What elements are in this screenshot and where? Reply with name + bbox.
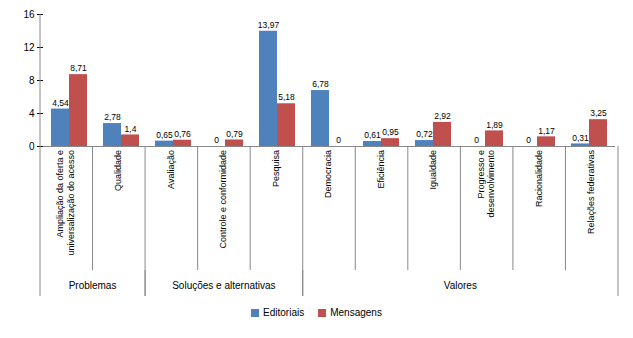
svg-text:Relações federativas: Relações federativas (586, 150, 596, 235)
svg-text:4: 4 (29, 108, 35, 119)
svg-text:Eficiência: Eficiência (376, 150, 386, 189)
svg-text:Ampliação da oferta e: Ampliação da oferta e (55, 150, 65, 238)
html-text:Mensagens: Mensagens (330, 307, 382, 318)
svg-text:8: 8 (29, 75, 35, 86)
svg-text:0: 0 (526, 135, 531, 145)
svg-text:0,72: 0,72 (416, 129, 433, 139)
svg-text:desenvolvimento: desenvolvimento (486, 150, 496, 218)
svg-text:Qualidade: Qualidade (113, 150, 123, 191)
svg-text:Progresso e: Progresso e (476, 150, 486, 199)
svg-text:0,95: 0,95 (382, 127, 399, 137)
svg-text:4,54: 4,54 (52, 98, 69, 108)
svg-text:1,89: 1,89 (486, 120, 503, 130)
svg-text:0,65: 0,65 (156, 130, 173, 140)
svg-text:5,18: 5,18 (278, 92, 295, 102)
svg-text:0: 0 (214, 135, 219, 145)
svg-text:2,78: 2,78 (104, 112, 121, 122)
svg-text:0,31: 0,31 (572, 133, 589, 143)
svg-text:Avaliação: Avaliação (166, 150, 176, 189)
svg-text:Democracia: Democracia (323, 150, 333, 198)
svg-text:Controle e conformidade: Controle e conformidade (218, 150, 228, 249)
svg-text:Pesquisa: Pesquisa (271, 150, 281, 187)
svg-text:0,76: 0,76 (174, 129, 191, 139)
svg-text:13,97: 13,97 (258, 20, 280, 30)
svg-text:8,71: 8,71 (70, 63, 87, 73)
svg-text:0,61: 0,61 (364, 130, 381, 140)
svg-text:Igualdade: Igualdade (428, 150, 438, 190)
svg-text:0,79: 0,79 (226, 129, 243, 139)
svg-text:6,78: 6,78 (312, 79, 329, 89)
svg-text:universalização do acesso: universalização do acesso (66, 150, 76, 256)
svg-text:0: 0 (474, 135, 479, 145)
svg-text:Problemas: Problemas (69, 280, 117, 291)
svg-text:1,17: 1,17 (538, 126, 555, 136)
svg-text:12: 12 (23, 42, 35, 53)
svg-text:0: 0 (336, 135, 341, 145)
svg-text:2,92: 2,92 (434, 111, 451, 121)
svg-text:3,25: 3,25 (590, 108, 607, 118)
svg-text:0: 0 (29, 141, 35, 152)
html-text:Editoriais: Editoriais (263, 307, 305, 318)
svg-text:Valores: Valores (444, 280, 477, 291)
svg-text:1,4: 1,4 (125, 124, 137, 134)
svg-text:Racionalidade: Racionalidade (534, 150, 544, 207)
svg-text:16: 16 (23, 9, 35, 20)
svg-text:Soluções e alternativas: Soluções e alternativas (172, 280, 275, 291)
